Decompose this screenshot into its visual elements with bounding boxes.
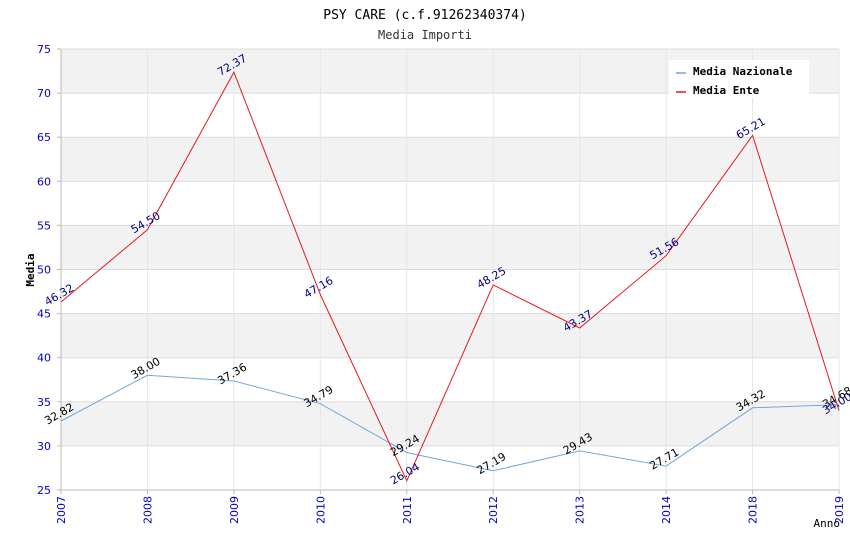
x-tick-label: 2010 — [314, 496, 327, 524]
series-lines — [60, 71, 840, 483]
plot-band — [61, 313, 839, 358]
x-tick-label: 2009 — [228, 496, 241, 524]
y-tick-label: 50 — [37, 264, 51, 277]
plot-band — [61, 357, 839, 402]
y-tick-label: 35 — [37, 396, 51, 409]
plot-background-bands — [61, 49, 839, 490]
x-tick-label: 2011 — [401, 496, 414, 524]
x-tick-label: 2008 — [141, 496, 154, 524]
x-tick-labels: 2007 2008 2009 2010 2011 2012 2013 2014 2018 2019 — [55, 496, 846, 524]
y-tick-label: 75 — [37, 43, 51, 56]
x-tick-label: 2012 — [487, 496, 500, 524]
x-tick-label: 2013 — [574, 496, 587, 524]
plot-band — [61, 93, 839, 138]
plot-band — [61, 445, 839, 490]
series-line-media-nazionale — [60, 374, 840, 472]
legend-label-media-nazionale: Media Nazionale — [693, 65, 793, 78]
legend-box — [669, 60, 809, 98]
y-tick-label: 55 — [37, 219, 51, 232]
plot-band — [61, 181, 839, 226]
plot-band — [61, 401, 839, 446]
y-tick-label: 30 — [37, 440, 51, 453]
x-tick-label: 2014 — [660, 496, 673, 524]
series-line-media-ente — [60, 71, 840, 483]
y-tick-label: 70 — [37, 87, 51, 100]
y-tick-labels: 25 30 35 40 45 50 55 60 65 70 75 — [37, 43, 51, 497]
x-tick-label: 2007 — [55, 496, 68, 524]
y-tick-label: 25 — [37, 484, 51, 497]
y-tick-label: 45 — [37, 308, 51, 321]
plot-band — [61, 269, 839, 314]
y-tick-label: 65 — [37, 131, 51, 144]
plot-band — [61, 225, 839, 270]
x-axis-label: Anno — [814, 517, 841, 530]
legend-label-media-ente: Media Ente — [693, 84, 760, 97]
chart-subtitle: Media Importi — [378, 28, 472, 42]
plot-band — [61, 137, 839, 182]
chart-title: PSY CARE (c.f.91262340374) — [323, 8, 527, 23]
x-tick-label: 2019 — [833, 496, 846, 524]
legend: Media Nazionale Media Ente — [669, 60, 809, 98]
y-tick-label: 40 — [37, 352, 51, 365]
y-tick-label: 60 — [37, 175, 51, 188]
y-axis-label: Media — [24, 253, 37, 286]
x-tick-label: 2018 — [747, 496, 760, 524]
